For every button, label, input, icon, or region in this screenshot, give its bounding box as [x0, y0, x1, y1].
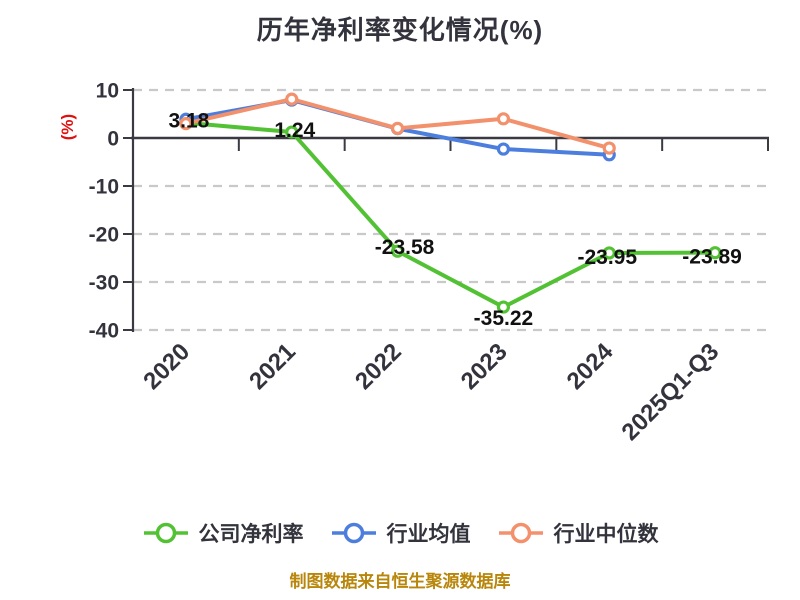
chart-legend: 公司净利率 行业均值 行业中位数	[0, 518, 800, 548]
data-point-company-net-margin	[496, 300, 511, 314]
point-value-label: 3.18	[168, 110, 209, 133]
data-point-company-net-margin	[602, 246, 616, 260]
data-point-company-net-margin	[390, 244, 405, 258]
data-point-company-net-margin	[285, 125, 299, 139]
y-tick-label: -10	[89, 176, 119, 199]
y-tick-label: 0	[107, 128, 119, 151]
x-tick-label: 2022	[350, 338, 407, 395]
y-tick-label: 10	[96, 80, 119, 103]
chart-plot-area: 10 0 -10 -20 -30 -40 (%) 2020 2021 2022 2023 202420…	[58, 80, 769, 446]
point-value-label: -23.95	[577, 246, 637, 269]
legend-item-company-net-margin[interactable]: 公司净利率	[142, 518, 304, 548]
y-tick-label: -20	[89, 224, 119, 247]
point-value-label: 1.24	[274, 119, 315, 142]
point-value-label: -35.22	[474, 307, 534, 330]
legend-item-industry-median[interactable]: 行业中位数	[497, 518, 659, 548]
y-axis-unit-label: (%)	[58, 114, 77, 140]
legend-marker-icon-industry-mean	[331, 522, 376, 544]
data-point-company-net-margin	[708, 246, 722, 260]
legend-label-industry-median: 行业中位数	[553, 523, 659, 546]
data-point-industry-median	[179, 116, 193, 131]
legend-marker-icon-industry-median	[498, 522, 543, 544]
x-tick-label: 2025Q1-Q3	[617, 338, 725, 446]
legend-label-industry-mean: 行业均值	[386, 523, 471, 546]
point-value-label: -23.89	[682, 246, 742, 269]
x-tick-label: 2021	[244, 338, 301, 395]
data-point-industry-median	[285, 92, 299, 106]
legend-item-industry-mean[interactable]: 行业均值	[330, 518, 471, 548]
legend-marker-icon-company-net-margin	[143, 522, 188, 544]
data-point-industry-median	[602, 141, 616, 155]
y-tick-label: -40	[89, 320, 119, 343]
legend-label-company-net-margin: 公司净利率	[198, 523, 304, 546]
data-point-industry-median	[496, 112, 511, 126]
data-point-industry-median	[390, 121, 405, 135]
x-tick-label: 2020	[138, 338, 195, 395]
data-point-industry-mean	[496, 142, 511, 156]
series-line-company-net-margin	[185, 120, 716, 310]
x-tick-label: 2023	[456, 338, 513, 395]
point-value-label: -23.58	[375, 236, 435, 259]
y-tick-label: -30	[89, 272, 119, 295]
chart-title: 历年净利率变化情况(%)	[256, 15, 544, 45]
data-source-note: 制图数据来自恒生聚源数据库	[289, 572, 511, 591]
x-tick-label: 2024	[562, 338, 619, 395]
